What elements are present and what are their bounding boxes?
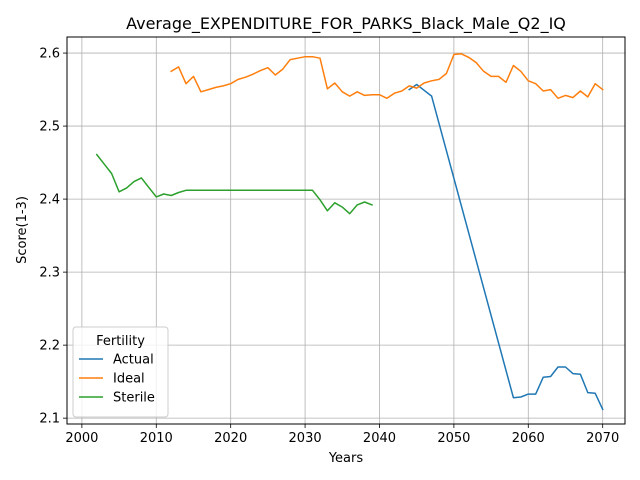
- legend-box: [72, 326, 169, 418]
- y-tick-label: 2.4: [39, 193, 60, 208]
- x-tick-label: 2000: [65, 431, 98, 446]
- x-tick-label: 2040: [363, 431, 396, 446]
- series-line-actual: [408, 83, 604, 411]
- legend-title: Fertility: [96, 334, 145, 349]
- x-tick-label: 2070: [586, 431, 619, 446]
- x-tick-label: 2050: [437, 431, 470, 446]
- x-tick-label: 2030: [289, 431, 322, 446]
- x-tick-label: 2060: [512, 431, 545, 446]
- grid: [67, 37, 625, 424]
- plot-area-frame: [66, 36, 626, 425]
- legend: Fertility Actual Ideal Sterile: [72, 326, 169, 418]
- x-tick-label: 2010: [140, 431, 173, 446]
- series-line-ideal: [170, 53, 604, 100]
- y-axis-title: Score(1-3): [15, 196, 30, 264]
- axis-ticks: 2000 2010 2020 2030 2040 2050 2060 2070 2.1 2.2 2.…: [39, 47, 619, 446]
- legend-label-ideal: Ideal: [113, 372, 145, 387]
- y-tick-label: 2.5: [39, 120, 60, 135]
- legend-label-sterile: Sterile: [113, 391, 155, 406]
- x-tick-label: 2020: [214, 431, 247, 446]
- y-tick-label: 2.2: [39, 339, 60, 354]
- y-tick-label: 2.6: [39, 47, 60, 62]
- legend-label-actual: Actual: [113, 353, 154, 368]
- series-line-sterile: [95, 153, 373, 215]
- series-lines: [95, 53, 604, 411]
- chart-title: Average_EXPENDITURE_FOR_PARKS_Black_Male…: [126, 14, 566, 34]
- y-tick-label: 2.3: [39, 266, 60, 281]
- legend-entries: Actual Ideal Sterile: [79, 353, 155, 406]
- y-tick-label: 2.1: [39, 412, 60, 427]
- x-axis-title: Years: [328, 451, 364, 466]
